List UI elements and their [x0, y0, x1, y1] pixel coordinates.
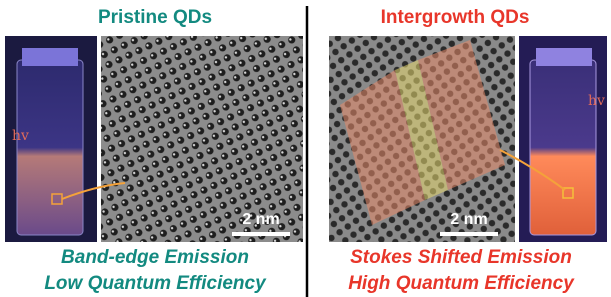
scale-label: 2 nm	[242, 211, 279, 228]
figure: Pristine QDs Intergrowth QDs hv 2 nm 2 n…	[0, 0, 611, 297]
vial	[17, 60, 83, 235]
scale-bar	[232, 232, 290, 236]
vial-cap	[22, 48, 78, 66]
hv-label: hv	[588, 93, 605, 109]
caption: Stokes Shifted Emission	[350, 247, 572, 268]
vial	[530, 60, 596, 235]
caption: High Quantum Efficiency	[348, 273, 575, 294]
hv-label: hv	[12, 128, 29, 144]
caption: Band-edge Emission	[61, 247, 249, 268]
panel-title: Intergrowth QDs	[381, 7, 530, 28]
caption: Low Quantum Efficiency	[44, 273, 267, 294]
panel-title: Pristine QDs	[98, 7, 212, 28]
vial-cap	[536, 48, 592, 66]
scale-bar	[440, 232, 498, 236]
scale-label: 2 nm	[450, 211, 487, 228]
